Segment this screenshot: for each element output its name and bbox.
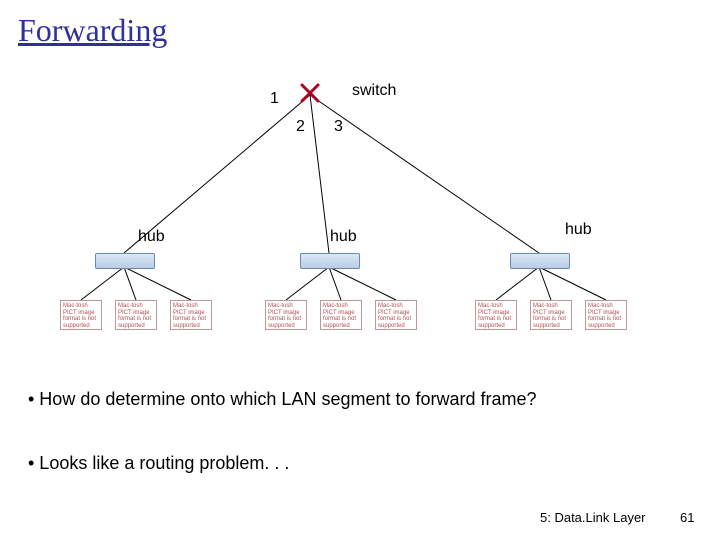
host-box: Mac‑tosh PICT image format is not suppor… — [585, 300, 627, 330]
footer-chapter: 5: Data.Link Layer — [540, 510, 646, 525]
port-2-label: 2 — [296, 118, 305, 136]
hub-mid-box — [300, 253, 360, 269]
port-1-label: 1 — [270, 90, 279, 108]
hub-left-label: hub — [138, 228, 165, 246]
footer-page: 61 — [680, 510, 694, 525]
hub-right-box — [510, 253, 570, 269]
host-box: Mac‑tosh PICT image format is not suppor… — [375, 300, 417, 330]
switch-x-icon — [302, 85, 318, 101]
host-box: Mac‑tosh PICT image format is not suppor… — [530, 300, 572, 330]
host-box: Mac‑tosh PICT image format is not suppor… — [170, 300, 212, 330]
hub-right-label: hub — [565, 221, 592, 239]
page-title: Forwarding — [18, 12, 167, 49]
host-box: Mac‑tosh PICT image format is not suppor… — [115, 300, 157, 330]
host-box: Mac‑tosh PICT image format is not suppor… — [60, 300, 102, 330]
port-3-label: 3 — [334, 118, 343, 136]
hub-mid-label: hub — [330, 228, 357, 246]
bullet-2: • Looks like a routing problem. . . — [28, 452, 688, 475]
host-box: Mac‑tosh PICT image format is not suppor… — [265, 300, 307, 330]
bullet-1: • How do determine onto which LAN segmen… — [28, 388, 688, 411]
switch-label: switch — [352, 82, 396, 100]
host-box: Mac‑tosh PICT image format is not suppor… — [475, 300, 517, 330]
host-box: Mac‑tosh PICT image format is not suppor… — [320, 300, 362, 330]
hub-left-box — [95, 253, 155, 269]
